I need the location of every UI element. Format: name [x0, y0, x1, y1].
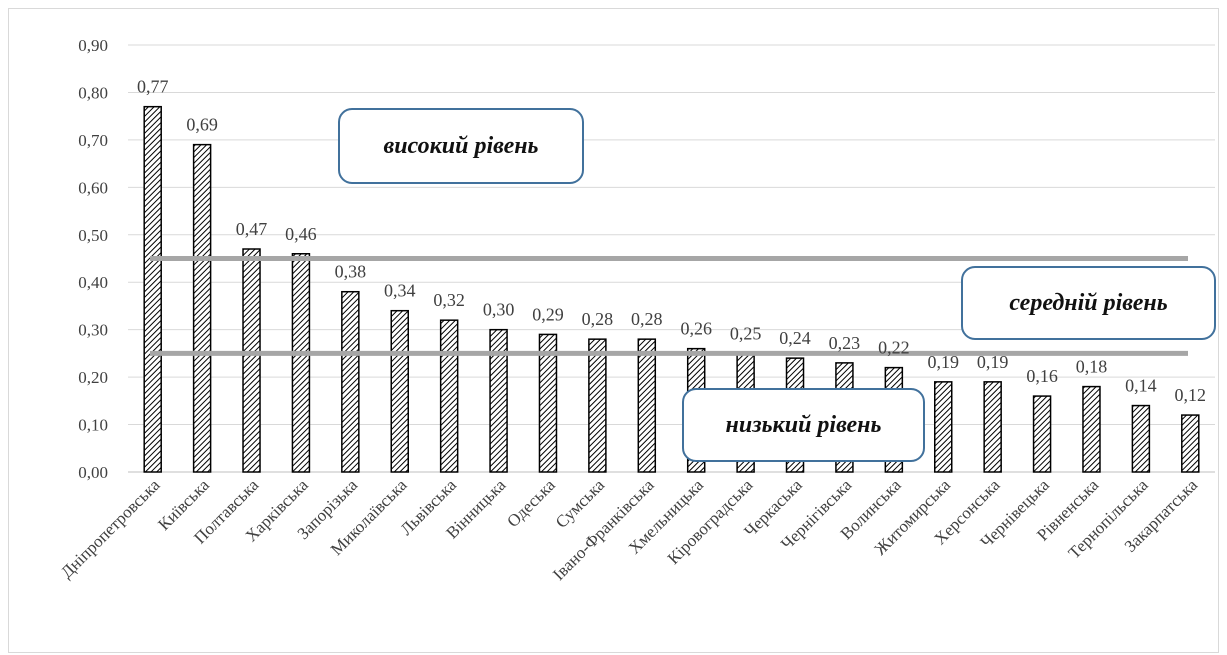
- data-label: 0,23: [829, 333, 861, 353]
- bar: [1131, 404, 1151, 473]
- bar: [291, 253, 311, 473]
- y-tick-label: 0,80: [78, 83, 108, 102]
- data-label: 0,47: [236, 219, 268, 239]
- data-label: 0,26: [680, 319, 712, 339]
- bar: [983, 381, 1002, 473]
- bar: [1082, 385, 1101, 473]
- bar: [143, 105, 162, 473]
- bar: [192, 143, 212, 473]
- y-tick-label: 0,90: [78, 36, 108, 55]
- bar: [242, 248, 261, 473]
- y-tick-label: 0,50: [78, 226, 108, 245]
- y-tick-label: 0,00: [78, 463, 108, 482]
- chart-frame: [8, 8, 1219, 653]
- y-tick-label: 0,60: [78, 178, 108, 197]
- bar: [1032, 395, 1052, 473]
- bar: [538, 333, 558, 473]
- y-tick-label: 0,30: [78, 321, 108, 340]
- low-level-box: низький рівень: [682, 388, 925, 462]
- data-label: 0,19: [928, 352, 960, 372]
- x-tick-label: Одеська: [503, 475, 559, 531]
- data-label: 0,12: [1175, 385, 1207, 405]
- data-label: 0,29: [532, 304, 564, 324]
- data-label: 0,25: [730, 323, 762, 343]
- y-tick-label: 0,70: [78, 131, 108, 150]
- data-label: 0,77: [137, 77, 169, 97]
- bar: [588, 338, 607, 473]
- data-label: 0,28: [582, 309, 614, 329]
- y-tick-label: 0,40: [78, 273, 108, 292]
- high-level-box: високий рівень: [338, 108, 584, 184]
- data-label: 0,14: [1125, 376, 1157, 396]
- data-label: 0,28: [631, 309, 663, 329]
- data-label: 0,18: [1076, 357, 1108, 377]
- x-tick-label: Дніпропетровська: [57, 475, 164, 582]
- data-label: 0,32: [433, 290, 465, 310]
- y-tick-label: 0,20: [78, 368, 108, 387]
- bar: [637, 338, 657, 473]
- data-label: 0,34: [384, 281, 416, 301]
- bar: [489, 328, 508, 473]
- bar: [934, 381, 953, 473]
- data-label: 0,22: [878, 338, 910, 358]
- bar: [439, 319, 459, 473]
- middle-level-box: середній рівень: [961, 266, 1216, 340]
- bar: [341, 290, 360, 473]
- threshold-lines: [150, 256, 1188, 356]
- data-label: 0,19: [977, 352, 1009, 372]
- bar: [1181, 414, 1200, 473]
- data-label: 0,38: [335, 262, 367, 282]
- data-label: 0,16: [1026, 366, 1058, 386]
- x-tick-label: Кіровоградська: [664, 475, 757, 568]
- data-label: 0,30: [483, 300, 515, 320]
- y-tick-label: 0,10: [78, 416, 108, 435]
- bar: [390, 309, 409, 473]
- data-label: 0,24: [779, 328, 811, 348]
- data-label: 0,46: [285, 224, 317, 244]
- data-label: 0,69: [186, 115, 218, 135]
